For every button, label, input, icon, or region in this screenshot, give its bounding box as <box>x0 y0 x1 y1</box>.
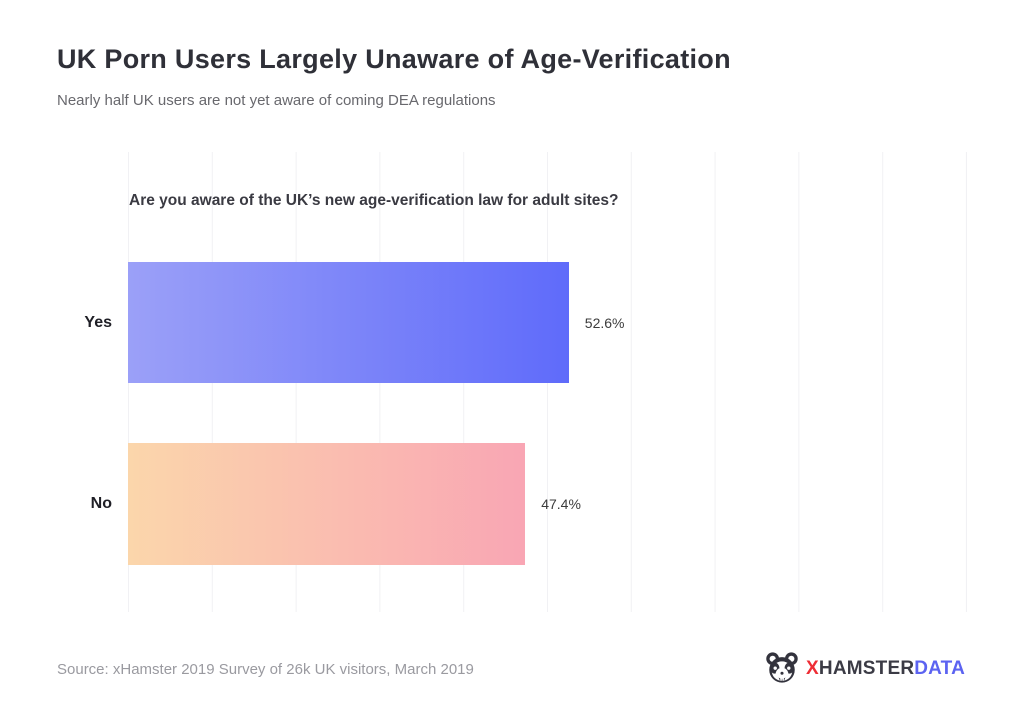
hamster-icon <box>766 652 798 683</box>
page-subtitle: Nearly half UK users are not yet aware o… <box>57 92 496 109</box>
bar-row-yes: Yes 52.6% <box>84 262 966 383</box>
brand-logo-text: XHAMSTERDATA <box>806 658 965 680</box>
logo-hamster: HAMSTER <box>818 658 915 679</box>
bar-row-no: No 47.4% <box>91 443 966 565</box>
value-label-yes: 52.6% <box>584 314 625 331</box>
source-text: Source: xHamster 2019 Survey of 26k UK v… <box>57 661 474 678</box>
category-label-yes: Yes <box>84 313 112 331</box>
chart-question: Are you aware of the UK’s new age-verifi… <box>129 192 619 209</box>
page-title: UK Porn Users Largely Unaware of Age-Ver… <box>57 44 731 74</box>
category-label-no: No <box>90 495 112 512</box>
logo-x: X <box>806 658 819 679</box>
brand-logo: XHAMSTERDATA <box>765 651 965 687</box>
logo-data: DATA <box>914 658 965 679</box>
value-label-no: 47.4% <box>541 496 581 512</box>
bar-yes <box>128 262 569 383</box>
bar-no <box>128 443 526 565</box>
chart-plot-area: Are you aware of the UK’s new age-verifi… <box>84 152 967 612</box>
